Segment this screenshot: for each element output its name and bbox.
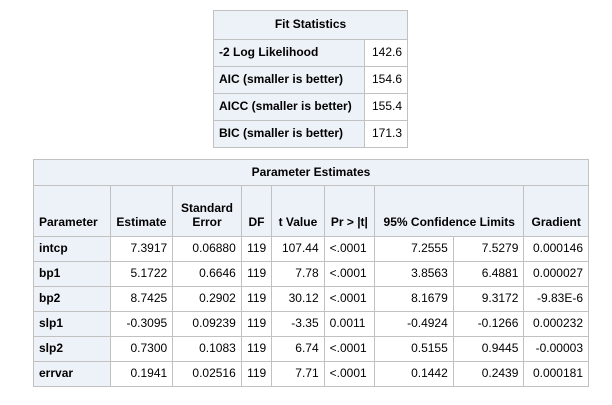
table-row: -2 Log Likelihood 142.6 <box>213 39 409 67</box>
table-row: AICC (smaller is better) 155.4 <box>213 93 409 121</box>
p-value-cell: <.0001 <box>323 236 376 262</box>
p-value-cell: <.0001 <box>323 361 376 387</box>
column-header-df: DF <box>240 185 273 237</box>
table-row: errvar 0.1941 0.02516 119 7.71 <.0001 0.… <box>33 361 589 387</box>
column-header-estimate: Estimate <box>109 185 174 237</box>
table-row: slp1 -0.3095 0.09239 119 -3.35 0.0011 -0… <box>33 311 589 337</box>
column-header-p-value: Pr > |t| <box>323 185 376 237</box>
parameter-name: intcp <box>33 236 111 262</box>
gradient-cell: -9.83E-6 <box>523 286 589 312</box>
parameter-name: errvar <box>33 361 111 387</box>
lower-limit-cell: 0.1442 <box>374 361 454 387</box>
estimate-cell: 0.1941 <box>109 361 174 387</box>
p-value-cell: <.0001 <box>323 336 376 362</box>
df-cell: 119 <box>240 236 273 262</box>
gradient-cell: -0.00003 <box>523 336 589 362</box>
fit-statistic-value: 155.4 <box>363 93 409 121</box>
table-row: intcp 7.3917 0.06880 119 107.44 <.0001 7… <box>33 236 589 262</box>
parameter-name: bp1 <box>33 261 111 287</box>
fit-statistic-label: BIC (smaller is better) <box>213 120 365 148</box>
lower-limit-cell: -0.4924 <box>374 311 454 337</box>
estimate-cell: 5.1722 <box>109 261 174 287</box>
fit-statistics-caption: Fit Statistics <box>213 10 408 40</box>
fit-statistic-value: 142.6 <box>363 39 409 67</box>
fit-statistic-label: AIC (smaller is better) <box>213 66 365 94</box>
estimate-cell: 7.3917 <box>109 236 174 262</box>
standard-error-cell: 0.02516 <box>172 361 242 387</box>
df-cell: 119 <box>240 311 273 337</box>
df-cell: 119 <box>240 361 273 387</box>
df-cell: 119 <box>240 336 273 362</box>
upper-limit-cell: 0.2439 <box>452 361 525 387</box>
lower-limit-cell: 0.5155 <box>374 336 454 362</box>
t-value-cell: 7.78 <box>271 261 325 287</box>
column-header-standard-error: Standard Error <box>172 185 242 237</box>
upper-limit-cell: 7.5279 <box>452 236 525 262</box>
t-value-cell: -3.35 <box>271 311 325 337</box>
parameter-name: slp2 <box>33 336 111 362</box>
column-header-gradient: Gradient <box>523 185 589 237</box>
p-value-cell: 0.0011 <box>323 311 376 337</box>
table-row: AIC (smaller is better) 154.6 <box>213 66 409 94</box>
column-header-standard-error-line2: Error <box>192 215 222 230</box>
t-value-cell: 6.74 <box>271 336 325 362</box>
standard-error-cell: 0.2902 <box>172 286 242 312</box>
lower-limit-cell: 7.2555 <box>374 236 454 262</box>
p-value-cell: <.0001 <box>323 286 376 312</box>
fit-statistic-label: AICC (smaller is better) <box>213 93 365 121</box>
upper-limit-cell: -0.1266 <box>452 311 525 337</box>
standard-error-cell: 0.09239 <box>172 311 242 337</box>
df-cell: 119 <box>240 286 273 312</box>
table-row: slp2 0.7300 0.1083 119 6.74 <.0001 0.515… <box>33 336 589 362</box>
table-row: bp1 5.1722 0.6646 119 7.78 <.0001 3.8563… <box>33 261 589 287</box>
gradient-cell: 0.000181 <box>523 361 589 387</box>
estimate-cell: 0.7300 <box>109 336 174 362</box>
df-cell: 119 <box>240 261 273 287</box>
column-header-parameter: Parameter <box>33 185 111 237</box>
estimate-cell: -0.3095 <box>109 311 174 337</box>
lower-limit-cell: 3.8563 <box>374 261 454 287</box>
t-value-cell: 30.12 <box>271 286 325 312</box>
table-row: bp2 8.7425 0.2902 119 30.12 <.0001 8.167… <box>33 286 589 312</box>
parameter-estimates-caption: Parameter Estimates <box>33 159 589 186</box>
standard-error-cell: 0.1083 <box>172 336 242 362</box>
fit-statistic-value: 154.6 <box>363 66 409 94</box>
standard-error-cell: 0.6646 <box>172 261 242 287</box>
gradient-cell: 0.000232 <box>523 311 589 337</box>
lower-limit-cell: 8.1679 <box>374 286 454 312</box>
fit-statistic-label: -2 Log Likelihood <box>213 39 365 67</box>
parameter-name: slp1 <box>33 311 111 337</box>
p-value-cell: <.0001 <box>323 261 376 287</box>
t-value-cell: 7.71 <box>271 361 325 387</box>
fit-statistic-value: 171.3 <box>363 120 409 148</box>
upper-limit-cell: 6.4881 <box>452 261 525 287</box>
standard-error-cell: 0.06880 <box>172 236 242 262</box>
upper-limit-cell: 9.3172 <box>452 286 525 312</box>
gradient-cell: 0.000146 <box>523 236 589 262</box>
table-row: BIC (smaller is better) 171.3 <box>213 120 409 148</box>
column-header-t-value: t Value <box>271 185 325 237</box>
estimate-cell: 8.7425 <box>109 286 174 312</box>
parameter-name: bp2 <box>33 286 111 312</box>
t-value-cell: 107.44 <box>271 236 325 262</box>
parameter-estimates-table: Parameter Estimates Parameter Estimate S… <box>33 159 589 387</box>
column-header-confidence-limits: 95% Confidence Limits <box>374 185 525 237</box>
column-header-standard-error-line1: Standard <box>180 201 233 216</box>
column-header-row: Parameter Estimate Standard Error DF t V… <box>33 185 589 237</box>
fit-statistics-table: Fit Statistics -2 Log Likelihood 142.6 A… <box>213 10 409 148</box>
gradient-cell: 0.000027 <box>523 261 589 287</box>
upper-limit-cell: 0.9445 <box>452 336 525 362</box>
